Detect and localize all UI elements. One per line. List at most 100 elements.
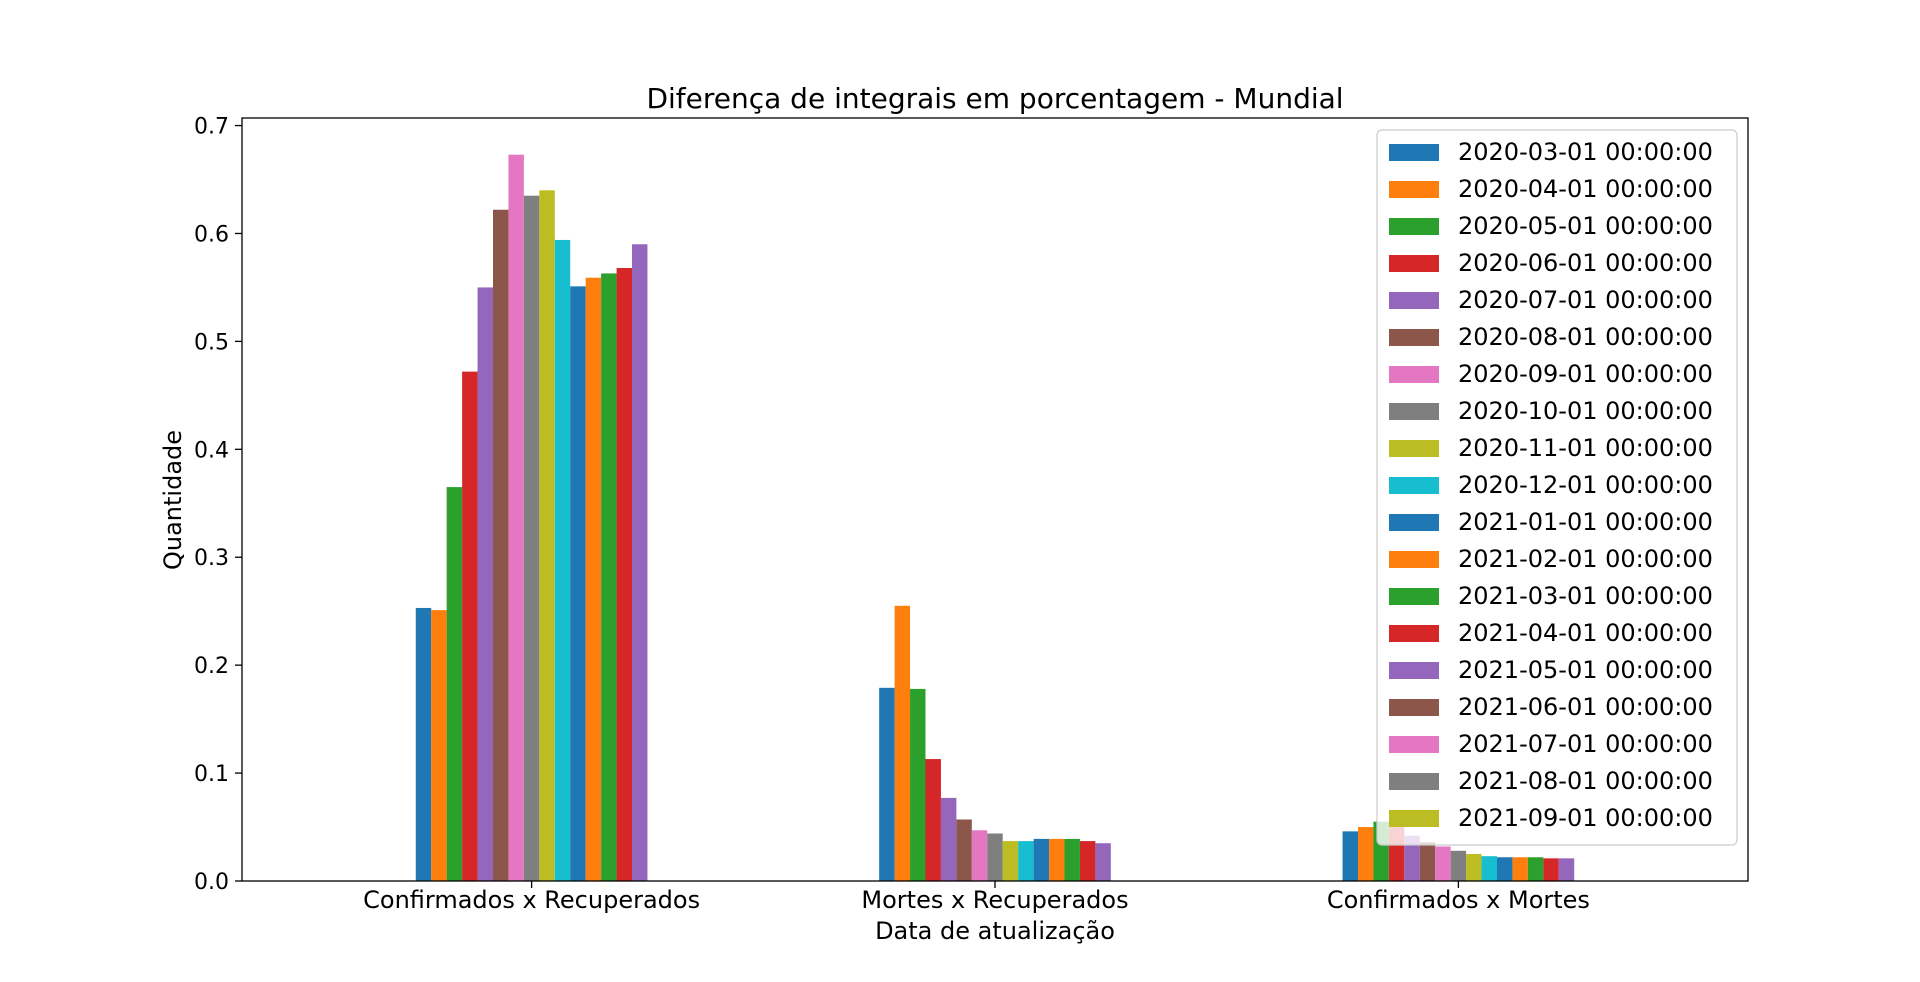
bar-7-2 — [971, 830, 988, 881]
bar-12-2 — [1049, 838, 1065, 881]
legend-entry-label: 2020-04-01 00:00:00 — [1458, 175, 1713, 203]
legend-entry-label: 2020-08-01 00:00:00 — [1458, 323, 1713, 351]
bar-1-2 — [879, 687, 895, 881]
bar-2-1 — [431, 610, 447, 881]
legend-entry-label: 2020-09-01 00:00:00 — [1458, 360, 1713, 388]
bar-10-3 — [1481, 856, 1497, 881]
legend-swatch — [1389, 588, 1439, 605]
y-tick-label: 0.1 — [194, 762, 229, 787]
bar-15-2 — [1095, 843, 1111, 881]
bar-6-2 — [956, 819, 972, 881]
bar-6-3 — [1419, 842, 1436, 881]
bar-5-2 — [940, 797, 957, 881]
bar-4-1 — [462, 371, 478, 881]
bar-5-1 — [477, 287, 493, 881]
bar-1-1 — [415, 607, 432, 881]
bar-13-1 — [601, 273, 617, 881]
legend: 2020-03-01 00:00:00 2020-04-01 00:00:00 20… — [1376, 129, 1738, 846]
legend-swatch — [1389, 810, 1439, 827]
legend-entry-label: 2020-05-01 00:00:00 — [1458, 212, 1713, 240]
bar-12-1 — [585, 277, 602, 881]
legend-swatch — [1389, 773, 1439, 790]
bar-13-3 — [1527, 857, 1544, 881]
legend-entry-label: 2020-11-01 00:00:00 — [1458, 434, 1713, 462]
y-tick-label: 0.4 — [194, 438, 229, 463]
bar-2-3 — [1357, 827, 1374, 881]
legend-swatch — [1389, 477, 1439, 494]
y-tick-label: 0.5 — [194, 330, 229, 355]
legend-swatch — [1389, 514, 1439, 531]
bar-10-2 — [1018, 841, 1034, 881]
legend-entry-label: 2020-12-01 00:00:00 — [1458, 471, 1713, 499]
bar-14-2 — [1079, 841, 1096, 881]
legend-swatch — [1389, 662, 1439, 679]
legend-box — [1376, 129, 1738, 846]
bars-layer — [415, 154, 1575, 882]
legend-entry-label: 2021-06-01 00:00:00 — [1458, 693, 1713, 721]
legend-entry-label: 2021-09-01 00:00:00 — [1458, 804, 1713, 832]
legend-entry-label: 2021-04-01 00:00:00 — [1458, 619, 1713, 647]
x-tick-label: Confirmados x Recuperados — [363, 886, 700, 914]
legend-entry-label: 2021-07-01 00:00:00 — [1458, 730, 1713, 758]
bar-8-1 — [523, 195, 540, 881]
legend-entry-label: 2020-10-01 00:00:00 — [1458, 397, 1713, 425]
legend-entry-label: 2021-08-01 00:00:00 — [1458, 767, 1713, 795]
x-axis: Confirmados x Recuperados Mortes x Recupe… — [363, 881, 1590, 914]
legend-swatch — [1389, 440, 1439, 457]
bar-9-1 — [539, 190, 555, 881]
bar-5-3 — [1404, 835, 1420, 881]
bar-12-3 — [1512, 857, 1528, 881]
bar-11-3 — [1497, 857, 1513, 881]
bar-6-1 — [493, 209, 509, 881]
legend-swatch — [1389, 218, 1439, 235]
bar-15-1 — [632, 244, 648, 881]
bar-2-2 — [894, 605, 911, 881]
bar-14-3 — [1543, 858, 1559, 881]
legend-swatch — [1389, 366, 1439, 383]
bar-3-2 — [910, 688, 926, 881]
legend-swatch — [1389, 255, 1439, 272]
x-tick-label: Confirmados x Mortes — [1327, 886, 1590, 914]
bar-8-2 — [987, 833, 1003, 881]
bar-13-2 — [1064, 838, 1080, 881]
legend-entry-label: 2021-02-01 00:00:00 — [1458, 545, 1713, 573]
y-axis-label: Quantidade — [159, 430, 187, 570]
legend-entry-label: 2020-03-01 00:00:00 — [1458, 138, 1713, 166]
y-tick-label: 0.0 — [194, 870, 229, 895]
bar-11-2 — [1033, 838, 1050, 881]
bar-9-3 — [1466, 854, 1482, 881]
bar-14-1 — [616, 268, 633, 881]
bar-3-1 — [446, 487, 463, 881]
bar-15-3 — [1558, 858, 1575, 881]
bar-7-1 — [508, 154, 524, 882]
bar-7-3 — [1435, 846, 1451, 881]
legend-entry-label: 2021-03-01 00:00:00 — [1458, 582, 1713, 610]
x-tick-label: Mortes x Recuperados — [861, 886, 1128, 914]
legend-entry-label: 2021-05-01 00:00:00 — [1458, 656, 1713, 684]
legend-swatch — [1389, 329, 1439, 346]
legend-swatch — [1389, 699, 1439, 716]
y-axis: 0.0 0.1 0.2 0.3 0.4 0.5 0.6 0.7 — [194, 115, 242, 895]
bar-4-2 — [925, 759, 941, 881]
legend-swatch — [1389, 144, 1439, 161]
legend-swatch — [1389, 403, 1439, 420]
x-axis-label: Data de atualização — [875, 917, 1115, 945]
bar-11-1 — [570, 286, 586, 881]
y-tick-label: 0.7 — [194, 115, 229, 140]
bar-10-1 — [554, 239, 571, 881]
bar-9-2 — [1002, 841, 1019, 881]
legend-entry-label: 2021-01-01 00:00:00 — [1458, 508, 1713, 536]
y-tick-label: 0.3 — [194, 546, 229, 571]
y-tick-label: 0.2 — [194, 654, 229, 679]
legend-swatch — [1389, 551, 1439, 568]
legend-swatch — [1389, 292, 1439, 309]
legend-entry-label: 2020-06-01 00:00:00 — [1458, 249, 1713, 277]
legend-entry-label: 2020-07-01 00:00:00 — [1458, 286, 1713, 314]
legend-swatch — [1389, 736, 1439, 753]
y-tick-label: 0.6 — [194, 222, 229, 247]
legend-swatch — [1389, 625, 1439, 642]
legend-swatch — [1389, 181, 1439, 198]
bar-8-3 — [1450, 850, 1467, 881]
